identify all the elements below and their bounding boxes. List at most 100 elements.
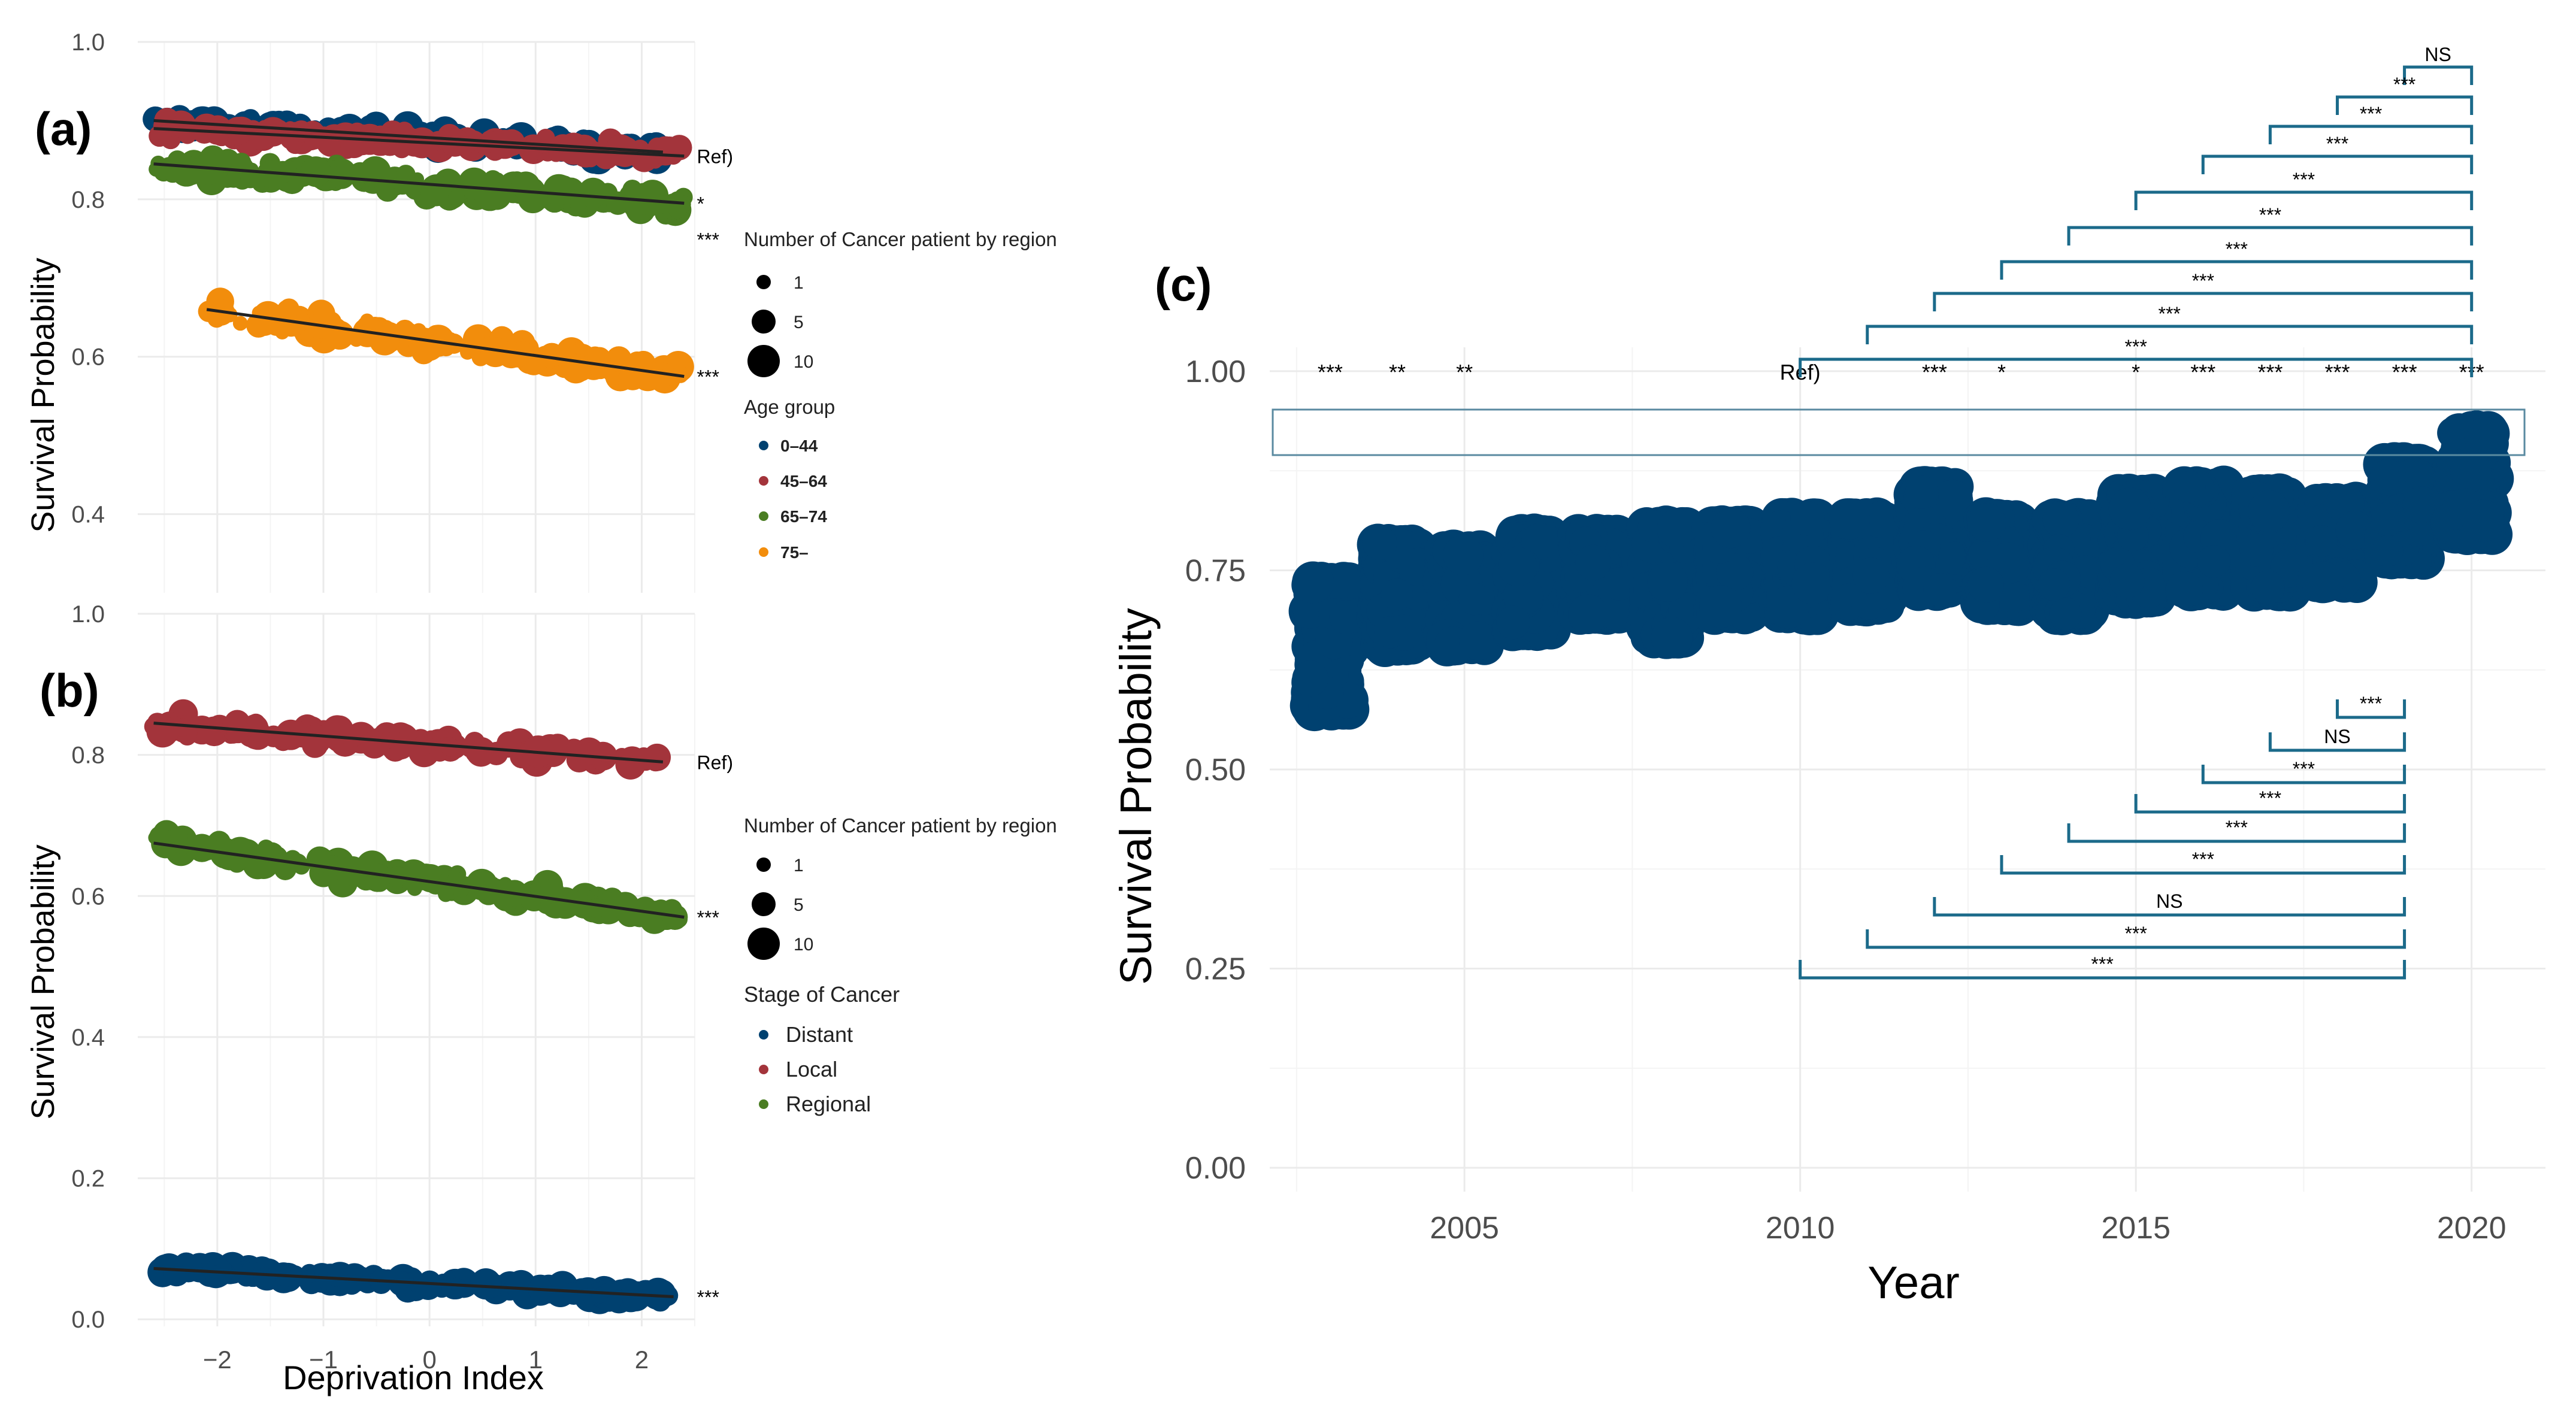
trend-line [153, 722, 664, 763]
data-point-Local [360, 731, 389, 759]
significance-label: *** [697, 907, 719, 929]
significance-label: *** [697, 1287, 719, 1308]
size-legend-dot-10 [747, 928, 780, 960]
data-point-4564 [650, 136, 680, 166]
panel-a-color-legend-title: Age group [744, 396, 835, 418]
data-point-75 [279, 298, 299, 319]
year-data-point-2010 [1790, 501, 1825, 536]
data-point-75 [459, 344, 475, 360]
data-point-Regional [193, 835, 219, 861]
data-point-6574 [256, 160, 284, 188]
y-tick-label: 0.6 [71, 883, 105, 910]
data-point-Regional [447, 871, 462, 886]
data-point-75 [480, 337, 510, 368]
panel-b-size-legend-title: Number of Cancer patient by region [744, 814, 1057, 837]
year-data-point-2017 [2248, 490, 2290, 532]
year-data-point-2004 [1374, 616, 1407, 649]
year-data-point-2018 [2302, 561, 2344, 604]
y-tick-label: 0.4 [71, 502, 105, 528]
panel-b-color-legend-title: Stage of Cancer [744, 982, 900, 1007]
data-point-75 [232, 316, 248, 331]
x-tick-label: 1 [529, 1346, 543, 1374]
data-point-Distant [253, 1267, 276, 1290]
data-point-Regional [438, 886, 454, 902]
year-data-point-2005 [1443, 535, 1484, 575]
year-data-point-2003 [1292, 660, 1328, 697]
panel-a-size-legend-title: Number of Cancer patient by region [744, 228, 1057, 250]
year-data-point-2015 [2109, 563, 2145, 599]
size-legend-label-10: 10 [794, 352, 813, 372]
data-point-6574 [240, 168, 261, 189]
data-point-Regional [371, 874, 389, 892]
data-point-4564 [352, 125, 377, 149]
data-point-Local [146, 715, 179, 748]
year-data-point-2013 [1967, 566, 2004, 603]
data-point-6574 [396, 165, 416, 184]
year-data-point-2008 [1657, 509, 1696, 548]
data-point-75 [671, 365, 689, 383]
year-data-point-2004 [1381, 578, 1413, 611]
data-point-Regional [470, 872, 484, 887]
trend-line [153, 162, 685, 205]
y-tick-label: 0.8 [71, 187, 105, 213]
year-data-point-2013 [1967, 503, 2006, 542]
size-legend-dot-1 [756, 275, 771, 289]
data-point-Local [173, 718, 192, 737]
significance-label: * [697, 193, 704, 214]
legend-key-45-64 [759, 476, 768, 486]
data-point-75 [211, 299, 231, 320]
panel-b-x-axis-title: Deprivation Index [283, 1359, 544, 1396]
data-point-75 [313, 304, 334, 325]
panel-c: 0.000.250.500.751.00 2005 2010 2015 2020 **… [1111, 44, 2545, 1308]
data-point-Regional [587, 898, 607, 918]
data-point-Regional [396, 866, 416, 886]
x-tick-label: 2 [635, 1346, 649, 1374]
y-tick-label: 0.2 [71, 1166, 105, 1192]
data-point-Local [598, 746, 615, 763]
year-data-point-2012 [1905, 475, 1939, 509]
legend-label-45-64: 45–64 [780, 472, 827, 490]
y-tick-label: 1.0 [71, 29, 105, 56]
x-tick-label: −1 [309, 1346, 338, 1374]
legend-label-0-44: 0–44 [780, 437, 818, 455]
y-tick-label: 0.4 [71, 1025, 105, 1051]
size-legend-dot-10 [747, 345, 780, 377]
year-data-point-2016 [2197, 544, 2231, 578]
trend-line [206, 308, 685, 378]
y-tick-label: 1.0 [71, 601, 105, 628]
year-data-point-2006 [1496, 605, 1530, 640]
legend-label-distant: Distant [786, 1022, 853, 1047]
data-point-75 [246, 313, 271, 338]
data-point-6574 [300, 156, 331, 187]
data-point-Local [580, 741, 604, 765]
year-data-point-2005 [1459, 621, 1499, 660]
size-legend-dot-5 [752, 310, 776, 334]
year-data-point-2009 [1711, 508, 1751, 549]
panel-a: 0.40.60.81.0 Ref)******* (a) Survival Pr… [25, 29, 1057, 593]
legend-key-75-plus [759, 547, 768, 557]
legend-label-65-74: 65–74 [780, 507, 827, 526]
year-data-point-2003 [1292, 561, 1334, 604]
year-data-point-2003 [1294, 596, 1327, 629]
year-data-point-2011 [1829, 498, 1870, 540]
data-point-Local [478, 748, 492, 762]
significance-label: Ref) [697, 146, 733, 168]
year-data-point-2008 [1647, 561, 1688, 602]
year-data-point-2008 [1651, 617, 1693, 659]
year-data-point-2014 [2038, 568, 2071, 601]
size-legend-label-5: 5 [794, 313, 804, 332]
data-point-Distant [470, 1268, 502, 1300]
size-legend-dot-5 [752, 892, 776, 916]
year-data-point-2017 [2251, 570, 2285, 605]
panel-a-y-axis-title: Survival Probability [25, 257, 61, 532]
data-point-6574 [511, 171, 540, 201]
legend-key-regional [759, 1099, 768, 1109]
year-data-point-2017 [2239, 533, 2274, 567]
data-point-Distant [341, 1273, 362, 1295]
panel-b-legend: Number of Cancer patient by region 1 5 1… [744, 814, 1057, 1116]
legend-key-0-44 [759, 441, 768, 450]
legend-label-regional: Regional [786, 1092, 871, 1116]
trend-line [153, 127, 685, 158]
y-tick-label: 0.8 [71, 743, 105, 769]
